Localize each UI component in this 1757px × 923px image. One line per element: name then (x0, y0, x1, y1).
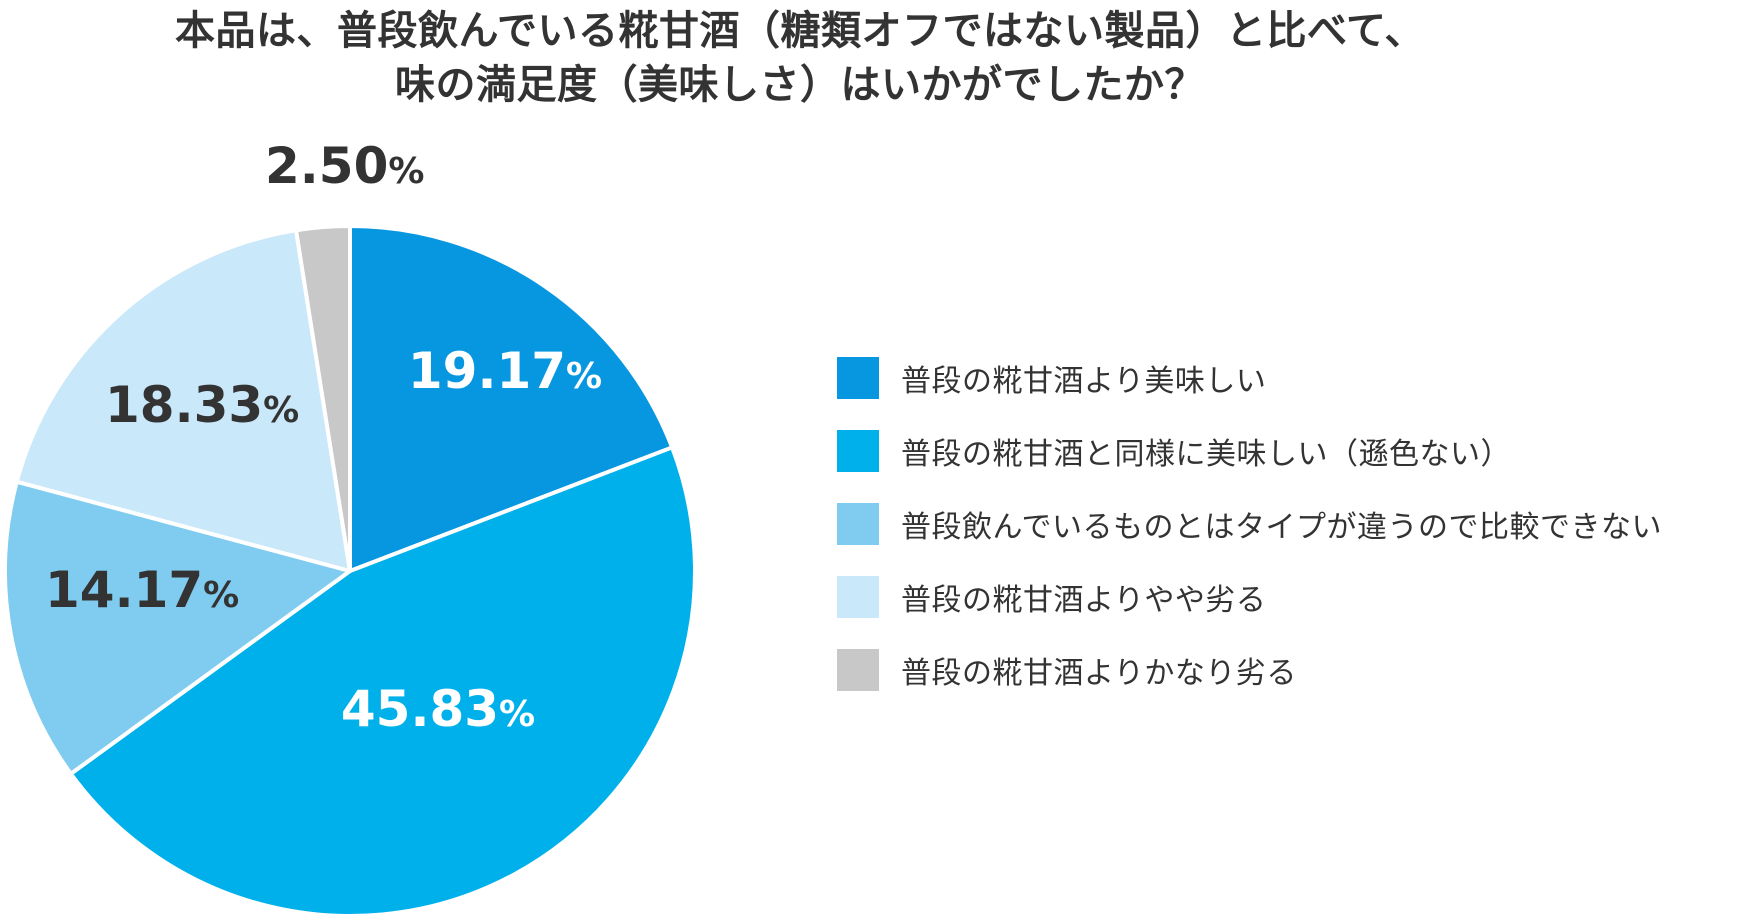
legend-swatch-better (837, 357, 879, 399)
pie-slice-much-worse (294, 224, 352, 573)
legend-label-slightly-worse: 普段の糀甘酒よりやや劣る (901, 583, 1267, 618)
legend-item-much-worse: 普段の糀甘酒よりかなり劣る (837, 647, 1297, 693)
data-label-slightly-worse: 18.33% (105, 376, 299, 434)
data-label-not-comparable: 14.17% (45, 561, 239, 619)
legend-swatch-not-comparable (837, 503, 879, 545)
legend-item-same: 普段の糀甘酒と同様に美味しい（遜色ない） (837, 428, 1511, 474)
pie-slice-slightly-worse (14, 228, 352, 573)
legend-label-much-worse: 普段の糀甘酒よりかなり劣る (901, 656, 1297, 691)
data-label-better: 19.17% (408, 342, 602, 400)
pie-slice-better (348, 224, 675, 573)
legend-item-slightly-worse: 普段の糀甘酒よりやや劣る (837, 574, 1266, 620)
chart-title: 本品は、普段飲んでいる糀甘酒（糖類オフではない製品）と比べて、 味の満足度（美味… (0, 4, 1600, 112)
legend-label-same: 普段の糀甘酒と同様に美味しい（遜色ない） (901, 437, 1511, 472)
legend-swatch-slightly-worse (837, 576, 879, 618)
data-label-much-worse: 2.50% (265, 137, 424, 195)
legend-swatch-same (837, 430, 879, 472)
legend-label-better: 普段の糀甘酒より美味しい (901, 364, 1267, 399)
legend-swatch-much-worse (837, 649, 879, 691)
data-label-same: 45.83% (341, 680, 535, 738)
chart-title-line-2: 味の満足度（美味しさ）はいかがでしたか？ (395, 62, 1205, 108)
legend-item-not-comparable: 普段飲んでいるものとはタイプが違うので比較できない (837, 501, 1662, 547)
pie-slice-not-comparable (3, 479, 352, 776)
legend-label-not-comparable: 普段飲んでいるものとはタイプが違うので比較できない (901, 510, 1662, 545)
legend-item-better: 普段の糀甘酒より美味しい (837, 355, 1266, 401)
pie-slice-same (68, 445, 697, 918)
chart-title-line-1: 本品は、普段飲んでいる糀甘酒（糖類オフではない製品）と比べて、 (175, 8, 1425, 54)
